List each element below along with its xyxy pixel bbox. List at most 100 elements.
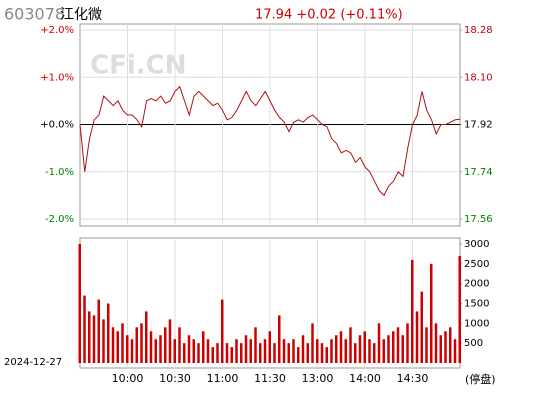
volume-bar bbox=[254, 327, 257, 363]
y-tick-label: 3000 bbox=[464, 239, 489, 250]
volume-bar bbox=[325, 347, 328, 363]
volume-bar bbox=[268, 331, 271, 363]
volume-bar bbox=[444, 331, 447, 363]
volume-bar bbox=[78, 244, 81, 363]
volume-bar bbox=[335, 335, 338, 363]
volume-bar bbox=[206, 339, 210, 363]
volume-bar bbox=[358, 335, 362, 363]
volume-bar bbox=[282, 339, 286, 363]
volume-bar bbox=[449, 327, 452, 363]
volume-bar bbox=[183, 343, 186, 363]
volume-bar bbox=[187, 335, 191, 363]
stock-code: 603078 bbox=[4, 5, 65, 24]
volume-bar bbox=[396, 327, 400, 363]
volume-bar bbox=[178, 327, 181, 363]
volume-bar bbox=[83, 295, 86, 363]
volume-bar bbox=[145, 311, 148, 363]
x-tick-label: 14:00 bbox=[349, 372, 381, 385]
y-tick-label: -2.0% bbox=[45, 214, 74, 225]
volume-bar bbox=[116, 331, 119, 363]
y-tick-label: 500 bbox=[464, 338, 483, 349]
y-tick-label: 2500 bbox=[464, 259, 489, 270]
y-tick-label: +2.0% bbox=[40, 25, 74, 36]
volume-bar bbox=[230, 347, 233, 363]
x-tick-label: 11:00 bbox=[207, 372, 239, 385]
x-tick-label: 13:00 bbox=[302, 372, 334, 385]
volume-bar bbox=[301, 335, 305, 363]
volume-bar bbox=[111, 327, 115, 363]
volume-bar bbox=[368, 339, 371, 363]
price-line bbox=[79, 85, 461, 197]
status: (停盘) bbox=[465, 372, 496, 386]
volume-bar bbox=[354, 343, 357, 363]
volume-bar bbox=[240, 343, 243, 363]
volume-bar bbox=[292, 339, 295, 363]
volume-bar bbox=[154, 339, 157, 363]
volume-bar bbox=[221, 299, 224, 363]
volume-bar bbox=[159, 335, 162, 363]
volume-bar bbox=[278, 315, 281, 363]
volume-bar bbox=[88, 311, 91, 363]
volume-bar bbox=[202, 331, 205, 363]
volume-bar bbox=[387, 335, 390, 363]
y-tick-label: +0.0% bbox=[40, 120, 74, 131]
y2-tick-label: 17.74 bbox=[464, 167, 493, 178]
x-tick-label: 10:30 bbox=[159, 372, 191, 385]
quote: 17.94 +0.02 (+0.11%) bbox=[255, 8, 403, 23]
volume-bar bbox=[316, 339, 319, 363]
volume-bar bbox=[411, 259, 414, 363]
volume-bar bbox=[392, 331, 395, 363]
volume-bar bbox=[401, 335, 404, 363]
volume-bar bbox=[439, 335, 442, 363]
volume-bar bbox=[373, 343, 376, 363]
volume-bar bbox=[420, 291, 423, 363]
volume-bar bbox=[259, 343, 262, 363]
volume-bar bbox=[168, 319, 172, 363]
volume-bar bbox=[425, 327, 428, 363]
volume-bar bbox=[211, 347, 214, 363]
volume-bar bbox=[311, 323, 314, 363]
volume-bar bbox=[263, 339, 267, 363]
volume-bar bbox=[126, 335, 129, 363]
volume-bar bbox=[92, 315, 96, 363]
volume-bar bbox=[297, 347, 300, 363]
volume-bar bbox=[377, 323, 381, 363]
volume-bar bbox=[249, 339, 252, 363]
volume-bar bbox=[458, 255, 461, 363]
volume-bar bbox=[140, 323, 143, 363]
y2-tick-label: 17.92 bbox=[464, 120, 493, 131]
volume-bar bbox=[406, 323, 409, 363]
volume-bar bbox=[164, 327, 167, 363]
volume-bar bbox=[339, 331, 343, 363]
volume-bar bbox=[130, 339, 134, 363]
volume-bar bbox=[197, 343, 200, 363]
y2-tick-label: 18.28 bbox=[464, 25, 493, 36]
volume-bar bbox=[121, 323, 124, 363]
volume-bar bbox=[320, 343, 324, 363]
volume-bar bbox=[244, 335, 248, 363]
stock-name: 江化微 bbox=[60, 7, 102, 23]
volume-bar bbox=[225, 343, 229, 363]
x-tick-label: 11:30 bbox=[254, 372, 286, 385]
volume-bar bbox=[235, 339, 238, 363]
volume-bar bbox=[273, 343, 276, 363]
y-tick-label: 1500 bbox=[464, 299, 489, 310]
x-tick-label: 14:30 bbox=[397, 372, 429, 385]
volume-bar bbox=[97, 299, 100, 363]
volume-bar bbox=[149, 331, 153, 363]
x-tick-label: 10:00 bbox=[112, 372, 144, 385]
watermark: CFi.CN bbox=[90, 51, 186, 81]
volume-bar bbox=[363, 331, 366, 363]
y-tick-label: 1000 bbox=[464, 318, 489, 329]
volume-bar bbox=[415, 311, 419, 363]
volume-bar bbox=[306, 343, 309, 363]
volume-bar bbox=[330, 339, 333, 363]
volume-bar bbox=[453, 339, 457, 363]
volume-bar bbox=[173, 339, 176, 363]
volume-bar bbox=[382, 339, 385, 363]
volume-bar bbox=[135, 327, 138, 363]
volume-bar bbox=[434, 323, 438, 363]
volume-bar bbox=[107, 303, 110, 363]
volume-bar bbox=[102, 319, 105, 363]
y-tick-label: 2000 bbox=[464, 279, 489, 290]
